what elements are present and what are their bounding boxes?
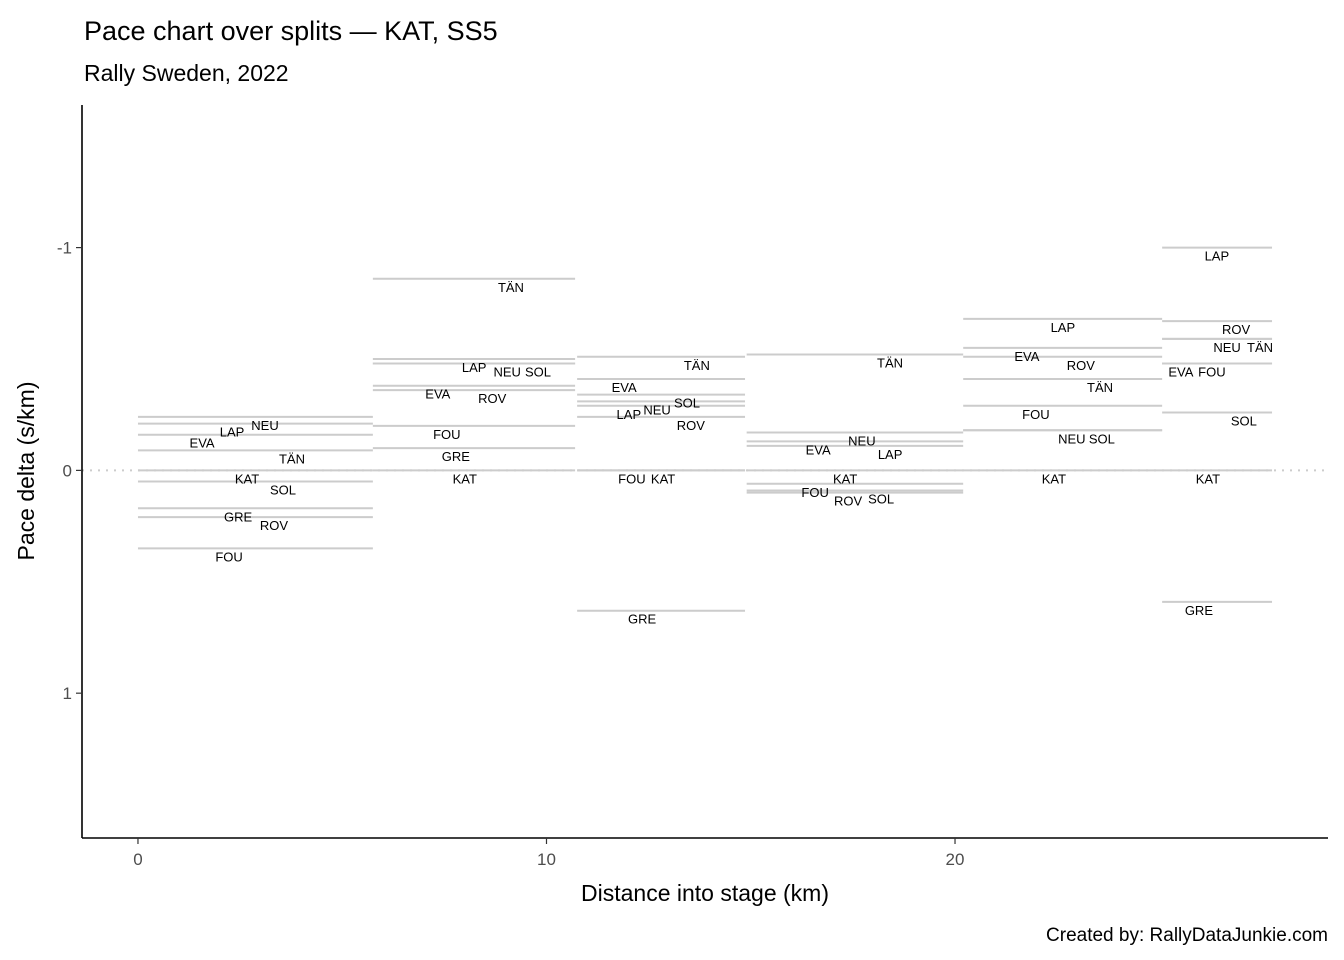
split-1: NEU LAP EVA TÄN KAT SOL GRE ROV FOU: [137, 415, 373, 564]
driver-label: ROV: [677, 418, 706, 433]
driver-label: LAP: [878, 447, 903, 462]
y-tick-label: -1: [57, 239, 72, 258]
split-6: LAP ROV NEU TÄN EVA FOU SOL KAT GRE: [1162, 246, 1273, 618]
driver-label: EVA: [806, 442, 831, 457]
driver-label: SOL: [674, 396, 700, 411]
driver-label: KAT: [1196, 471, 1220, 486]
chart-title: Pace chart over splits — KAT, SS5: [84, 16, 498, 46]
driver-label: TÄN: [684, 358, 710, 373]
driver-label: ROV: [260, 518, 289, 533]
driver-label: LAP: [1205, 249, 1230, 264]
driver-label: EVA: [612, 380, 637, 395]
split-5: LAP EVA ROV TÄN FOU NEU SOL KAT: [963, 317, 1163, 486]
driver-label: LAP: [617, 407, 642, 422]
driver-label: EVA: [190, 436, 215, 451]
x-tick-label: 10: [537, 850, 556, 869]
driver-label: LAP: [1051, 320, 1076, 335]
driver-label: EVA: [1014, 349, 1039, 364]
caption: Created by: RallyDataJunkie.com: [1046, 925, 1328, 946]
driver-label: EVA: [425, 387, 450, 402]
driver-label: NEU: [251, 418, 278, 433]
driver-label: SOL: [1231, 413, 1257, 428]
x-tick-label: 0: [133, 850, 142, 869]
driver-label: SOL: [1089, 431, 1115, 446]
driver-label: KAT: [833, 471, 857, 486]
driver-label: ROV: [478, 391, 507, 406]
chart-subtitle: Rally Sweden, 2022: [84, 60, 289, 86]
driver-label: KAT: [651, 471, 675, 486]
driver-label: NEU: [1058, 431, 1085, 446]
driver-label: LAP: [462, 360, 487, 375]
driver-label: GRE: [224, 509, 253, 524]
driver-label: KAT: [235, 471, 259, 486]
driver-label: NEU: [493, 364, 520, 379]
driver-label: FOU: [1022, 407, 1049, 422]
driver-label: ROV: [1067, 358, 1096, 373]
driver-label: GRE: [1185, 603, 1214, 618]
driver-label: SOL: [270, 483, 296, 498]
driver-label: ROV: [834, 494, 863, 509]
y-tick-label: 1: [63, 684, 72, 703]
y-axis-title: Pace delta (s/km): [13, 382, 39, 561]
driver-label: ROV: [1222, 322, 1251, 337]
y-tick-label: 0: [63, 461, 72, 480]
driver-label: FOU: [618, 471, 645, 486]
driver-label: LAP: [220, 425, 245, 440]
driver-label: SOL: [525, 364, 551, 379]
x-axis-title: Distance into stage (km): [581, 880, 829, 906]
driver-label: TÄN: [1247, 340, 1273, 355]
driver-label: FOU: [1198, 364, 1225, 379]
driver-label: TÄN: [498, 280, 524, 295]
axis-ticks: 0 10 20 -1 0 1: [57, 239, 965, 869]
driver-label: FOU: [433, 427, 460, 442]
driver-label: GRE: [628, 612, 657, 627]
driver-label: SOL: [868, 491, 894, 506]
driver-label: TÄN: [877, 356, 903, 371]
driver-label: NEU: [848, 434, 875, 449]
driver-label: TÄN: [1087, 380, 1113, 395]
driver-label: EVA: [1168, 364, 1193, 379]
split-4: TÄN NEU EVA LAP KAT FOU SOL ROV: [746, 353, 964, 509]
driver-label: FOU: [801, 485, 828, 500]
split-2: TÄN LAP NEU SOL EVA ROV FOU GRE KAT: [372, 277, 576, 486]
driver-label: FOU: [215, 549, 242, 564]
driver-label: KAT: [453, 471, 477, 486]
driver-label: GRE: [442, 449, 471, 464]
driver-label: NEU: [643, 402, 670, 417]
x-tick-label: 20: [946, 850, 965, 869]
driver-label: KAT: [1042, 471, 1066, 486]
driver-label: TÄN: [279, 451, 305, 466]
driver-label: NEU: [1213, 340, 1240, 355]
